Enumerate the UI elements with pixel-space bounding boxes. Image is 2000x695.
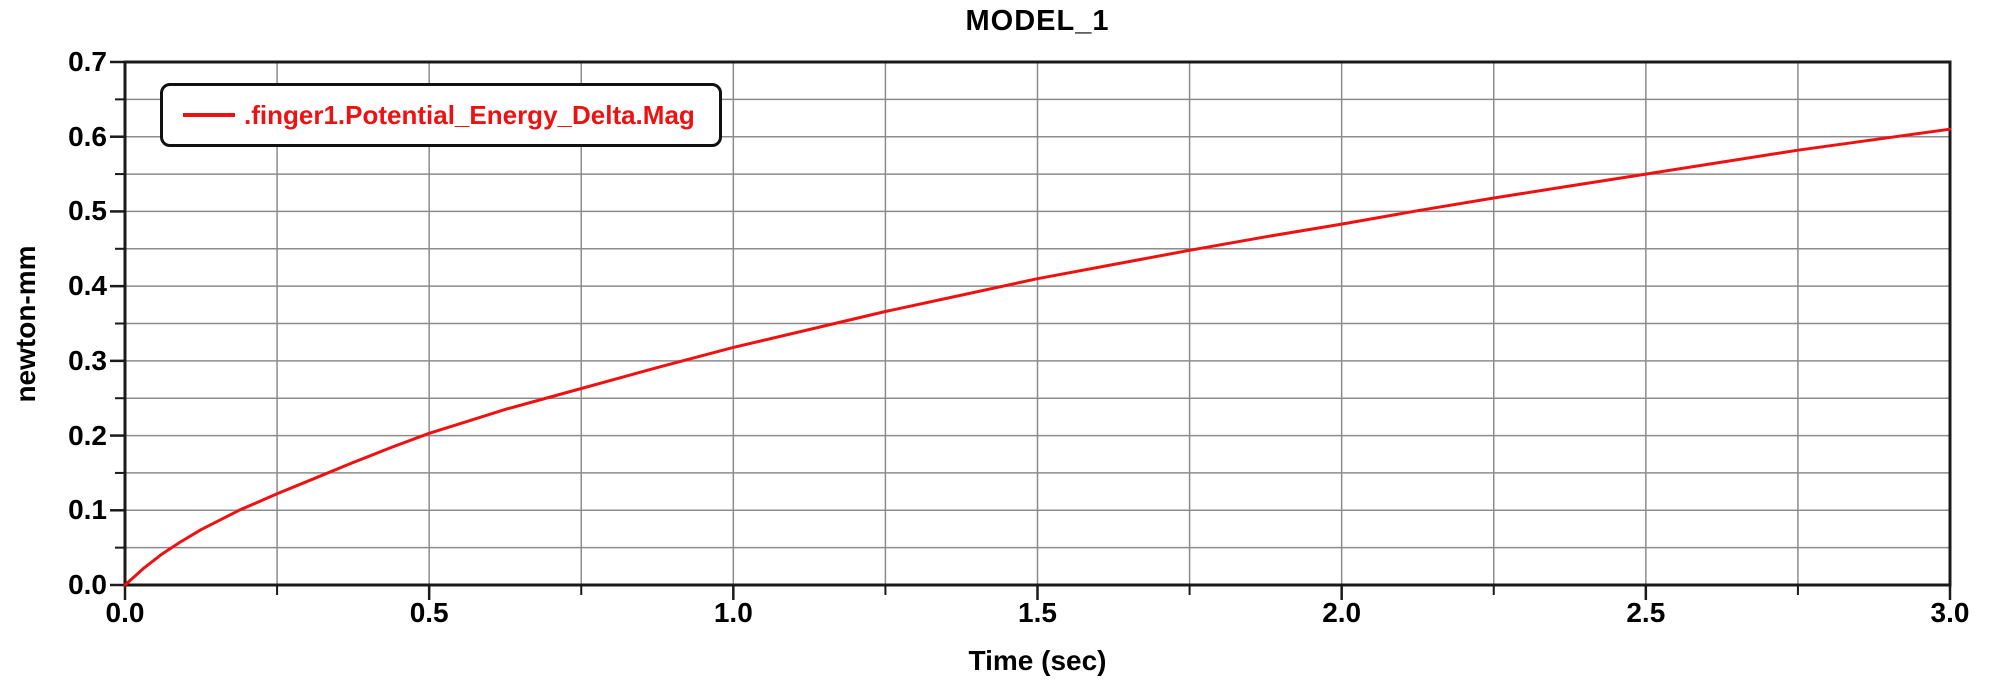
y-tick-label: 0.4 [68,270,107,302]
y-tick-label: 0.2 [68,419,107,451]
x-axis-label: Time (sec) [968,645,1107,676]
y-tick-label: 0.0 [68,569,107,600]
y-tick-label: 0.1 [68,494,107,526]
x-tick-label: 3.0 [1930,597,1970,628]
x-tick-label: 1.5 [1018,597,1057,628]
series-curve[interactable] [123,127,1952,587]
legend-line-swatch [183,113,235,117]
legend-series-label: .finger1.Potential_Energy_Delta.Mag [244,99,695,130]
x-tick-label: 2.0 [1322,597,1362,628]
x-tick-label: 0.0 [105,597,145,628]
legend[interactable]: .finger1.Potential_Energy_Delta.Mag [160,83,722,147]
x-tick-label: 0.5 [409,597,449,628]
x-tick-label: 1.0 [713,597,753,628]
x-tick-label: 2.5 [1626,597,1666,628]
chart-title: MODEL_1 [965,5,1110,37]
y-tick-label: 0.7 [68,46,107,77]
y-tick-label: 0.3 [68,344,107,376]
y-tick-label: 0.5 [68,195,107,227]
y-axis-label: newton-mm [10,245,41,403]
y-tick-label: 0.6 [68,120,107,152]
